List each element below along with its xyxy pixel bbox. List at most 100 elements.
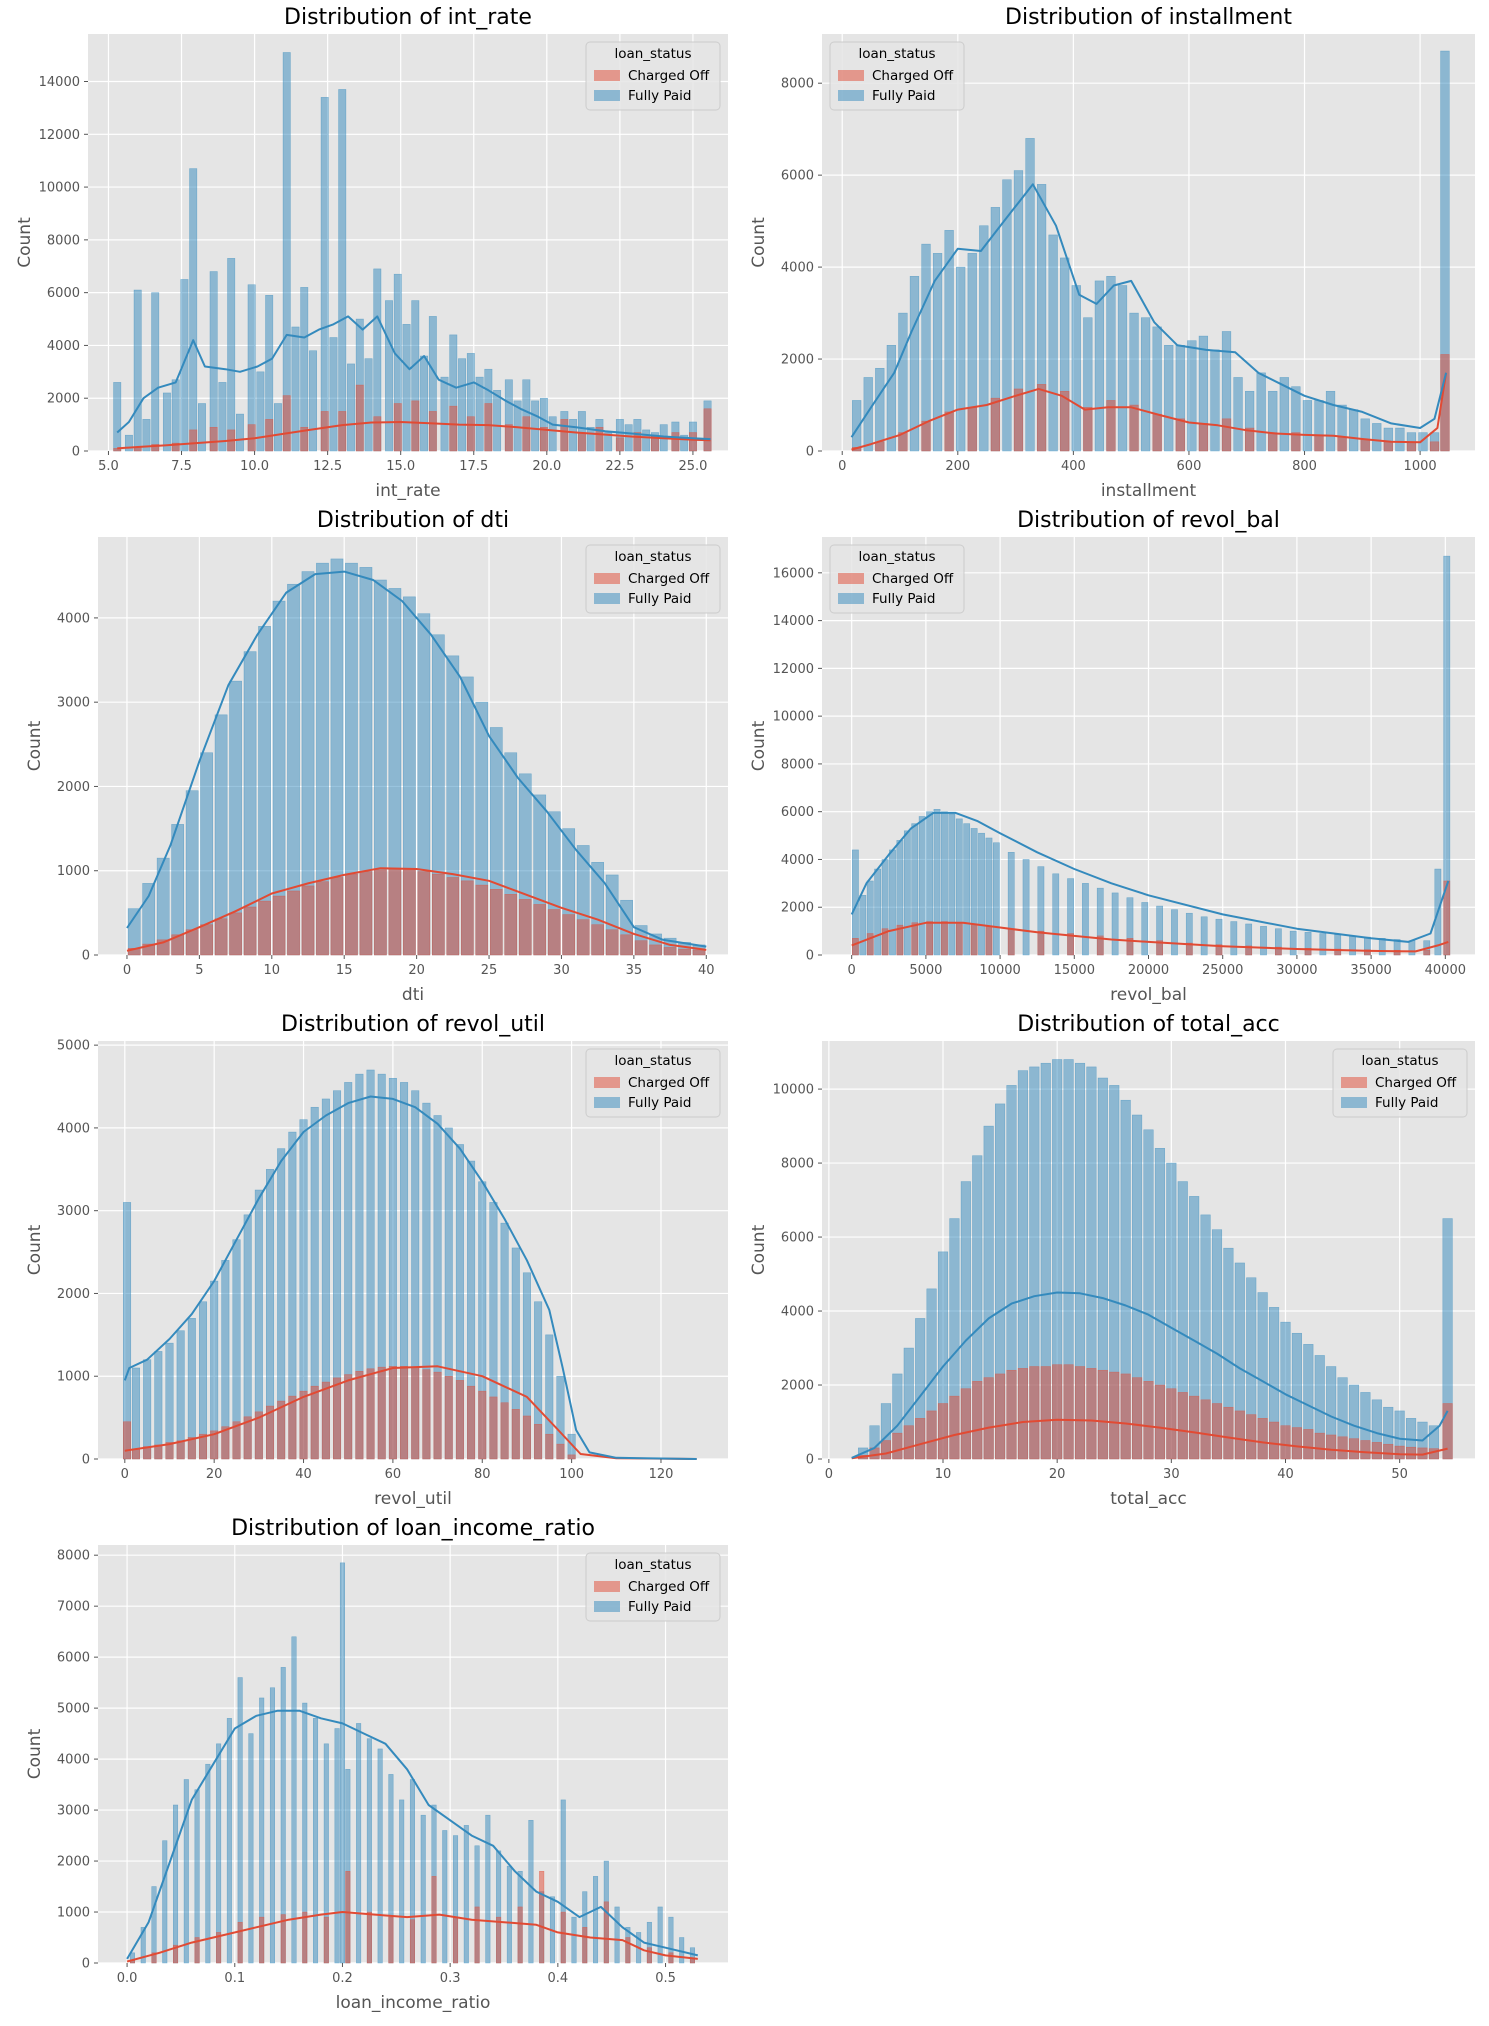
bar-fully-paid <box>269 1687 275 1964</box>
y-tick-label: 4000 <box>57 611 90 626</box>
y-tick-label: 1000 <box>57 1906 90 1921</box>
bar-charged-off <box>921 420 931 452</box>
x-tick-label: 10 <box>264 963 281 978</box>
legend-swatch-charged-off <box>594 70 620 81</box>
bar-fully-paid <box>347 363 355 452</box>
bar-charged-off <box>646 1947 652 1964</box>
bar-charged-off <box>316 881 329 956</box>
bar-fully-paid <box>198 403 206 452</box>
bar-charged-off <box>373 416 382 452</box>
bars-fully-paid <box>852 50 1450 452</box>
legend: loan_status Charged Off Fully Paid <box>1332 1048 1468 1118</box>
bar-fully-paid <box>458 358 466 452</box>
bar-fully-paid <box>309 350 317 452</box>
legend-title: loan_status <box>614 549 691 565</box>
bar-charged-off <box>409 1919 415 1964</box>
legend: loan_status Charged Off Fully Paid <box>829 41 965 111</box>
bar-charged-off <box>692 949 706 956</box>
bar-fully-paid <box>1025 138 1035 452</box>
legend-title: loan_status <box>614 1557 691 1573</box>
bar-charged-off <box>1274 946 1282 956</box>
legend: loan_status Charged Off Fully Paid <box>585 1552 721 1622</box>
y-tick-label: 4000 <box>57 1121 90 1136</box>
bar-charged-off <box>403 869 416 956</box>
bar-charged-off <box>393 403 402 452</box>
bar-charged-off <box>221 1426 230 1460</box>
bar-charged-off <box>983 1377 994 1460</box>
x-axis-label: installment <box>1101 481 1197 501</box>
bar-fully-paid <box>1094 280 1104 452</box>
bar-charged-off <box>560 419 569 452</box>
legend-label-fully-paid: Fully Paid <box>628 591 692 607</box>
kde-line-fully-paid <box>126 1709 699 1960</box>
bar-charged-off <box>1067 933 1074 956</box>
bar-charged-off <box>151 1952 157 1964</box>
y-tick-label: 4000 <box>57 1753 90 1768</box>
bar-charged-off <box>1040 1366 1051 1460</box>
x-tick-label: 10.0 <box>240 459 269 474</box>
y-tick-label: 0 <box>806 1453 814 1468</box>
bar-charged-off <box>301 885 315 956</box>
bar-charged-off <box>663 947 677 956</box>
bar-charged-off <box>489 889 503 956</box>
legend-swatch-fully-paid <box>594 1601 620 1612</box>
legend-swatch-fully-paid <box>594 593 620 604</box>
y-tick-label: 4000 <box>781 1305 814 1320</box>
y-tick-label: 10000 <box>773 710 814 725</box>
legend-swatch-fully-paid <box>838 90 864 101</box>
bar-charged-off <box>189 429 198 452</box>
x-axis-label: int_rate <box>375 481 440 501</box>
bar-charged-off <box>852 938 859 956</box>
bar-charged-off <box>355 1371 364 1460</box>
bar-fully-paid <box>1117 285 1128 452</box>
bar-charged-off <box>431 1876 437 1964</box>
bar-fully-paid <box>1082 883 1089 956</box>
bar-charged-off <box>504 894 518 956</box>
x-tick-label: 17.5 <box>459 459 488 474</box>
bar-charged-off <box>1106 400 1116 452</box>
bar-fully-paid <box>1319 933 1327 956</box>
bar-charged-off <box>198 1433 208 1460</box>
bar-charged-off <box>214 918 228 956</box>
bar-charged-off <box>1406 1446 1417 1460</box>
bar-charged-off <box>1060 390 1070 452</box>
bar-charged-off <box>287 890 300 956</box>
bar-fully-paid <box>162 392 171 452</box>
bar-charged-off <box>374 869 387 956</box>
y-tick-label: 3000 <box>57 696 90 711</box>
bar-charged-off <box>377 1366 386 1460</box>
x-tick-label: 25.0 <box>678 459 707 474</box>
bar-fully-paid <box>506 1865 512 1964</box>
y-tick-label: 6000 <box>47 286 80 301</box>
kde-line-charged-off <box>126 1911 698 1963</box>
x-tick-label: 0.5 <box>655 1971 676 1986</box>
bar-fully-paid <box>1171 909 1178 956</box>
y-tick-label: 6000 <box>57 1651 90 1666</box>
bar-charged-off <box>547 909 561 956</box>
y-tick-label: 12000 <box>39 128 80 143</box>
bar-charged-off <box>1029 1366 1040 1460</box>
bar-fully-paid <box>933 809 941 956</box>
y-tick-label: 3000 <box>57 1204 90 1219</box>
y-tick-label: 16000 <box>773 566 814 581</box>
x-tick-label: 0.1 <box>224 1971 245 1986</box>
legend-label-fully-paid: Fully Paid <box>628 1095 692 1111</box>
x-axis-label: dti <box>402 985 424 1005</box>
chart-title: Distribution of revol_util <box>281 1012 545 1037</box>
bar-charged-off <box>949 1395 960 1460</box>
legend-label-charged-off: Charged Off <box>872 571 954 587</box>
bar-charged-off <box>422 1369 431 1460</box>
y-tick-label: 14000 <box>773 614 814 629</box>
legend-label-fully-paid: Fully Paid <box>872 591 936 607</box>
bar-charged-off <box>1097 1369 1108 1460</box>
bar-fully-paid <box>859 895 867 956</box>
bar-charged-off <box>522 1415 531 1460</box>
bar-charged-off <box>232 1421 241 1460</box>
bar-charged-off <box>489 1396 498 1460</box>
bar-charged-off <box>1314 1432 1325 1460</box>
legend-label-fully-paid: Fully Paid <box>1375 1095 1439 1111</box>
bar-fully-paid <box>475 376 484 452</box>
y-axis-label: Count <box>25 1224 45 1275</box>
y-tick-label: 5000 <box>57 1039 90 1054</box>
